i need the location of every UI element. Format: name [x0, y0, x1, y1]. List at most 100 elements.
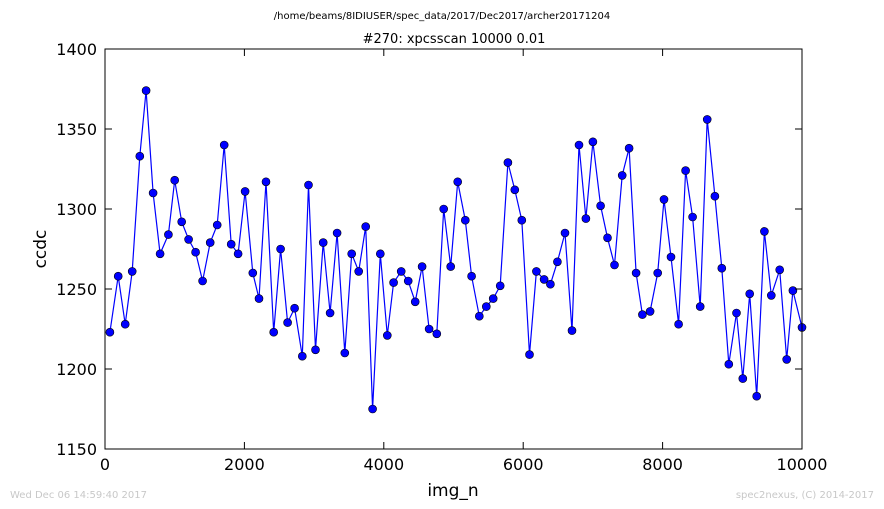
x-tick-label: 10000 [777, 455, 828, 474]
data-point [702, 115, 712, 124]
y-axis-label: ccdc [31, 230, 51, 269]
data-point [488, 294, 498, 303]
data-point [760, 227, 769, 236]
data-point [631, 268, 641, 278]
data-point [610, 260, 619, 270]
figure-suptitle: /home/beams/8IDIUSER/spec_data/2017/Dec2… [274, 11, 610, 22]
data-point [135, 151, 145, 161]
data-point [674, 319, 683, 329]
data-point [155, 249, 165, 259]
data-point [567, 326, 577, 335]
data-point [297, 351, 307, 361]
x-tick-label: 0 [100, 455, 110, 474]
data-point [453, 177, 463, 187]
data-point [666, 252, 676, 262]
data-point [688, 212, 697, 222]
data-point [596, 201, 605, 211]
data-point [105, 327, 115, 337]
data-point [368, 404, 377, 414]
data-point [738, 374, 748, 383]
data-point [261, 177, 271, 187]
y-tick-label: 1250 [56, 280, 97, 299]
data-point [439, 204, 449, 214]
data-point [752, 391, 762, 401]
plot-area [105, 86, 807, 414]
data-point [361, 222, 371, 231]
axis-ticks: 0 2000 4000 6000 8000 10000 1150 1200 1250 1300 13… [56, 40, 827, 474]
data-point [653, 268, 663, 278]
data-point [276, 244, 285, 254]
x-tick-label: 4000 [363, 455, 404, 474]
data-point [375, 249, 385, 259]
data-point [539, 275, 549, 284]
data-point [233, 249, 243, 259]
data-point [732, 308, 741, 318]
data-point [389, 278, 398, 287]
data-point [710, 191, 720, 201]
data-point [775, 265, 785, 275]
data-point [304, 180, 313, 190]
data-point [432, 329, 442, 339]
series-line [109, 90, 803, 410]
data-point [424, 324, 434, 334]
data-point [290, 303, 299, 313]
data-point [532, 267, 541, 276]
data-point [503, 158, 513, 167]
y-tick-label: 1200 [56, 360, 97, 379]
data-point [219, 140, 229, 150]
data-point [645, 307, 655, 316]
y-tick-label: 1350 [56, 120, 97, 139]
data-point [782, 355, 792, 364]
data-point [410, 297, 420, 307]
data-point [177, 217, 186, 227]
data-point [205, 238, 215, 247]
data-point [141, 86, 151, 95]
data-point [510, 185, 520, 195]
data-point [283, 318, 292, 327]
y-tick-label: 1150 [56, 440, 97, 459]
data-point [481, 302, 491, 311]
x-tick-label: 8000 [642, 455, 683, 474]
data-point [318, 238, 328, 247]
data-point [403, 276, 413, 286]
data-point [120, 319, 130, 329]
data-point [254, 294, 264, 303]
x-tick-label: 6000 [503, 455, 544, 474]
data-point [269, 327, 279, 337]
data-point [311, 345, 320, 355]
data-point [560, 228, 570, 238]
data-point [517, 215, 527, 225]
chart-title: #270: xpcsscan 10000 0.01 [363, 32, 546, 47]
data-point [170, 175, 179, 185]
data-point [495, 281, 505, 291]
data-point [745, 289, 755, 299]
data-point [581, 214, 591, 223]
data-point [766, 291, 776, 300]
data-point [724, 359, 734, 369]
data-point [417, 262, 427, 271]
y-tick-label: 1300 [56, 200, 97, 219]
data-point [226, 239, 236, 249]
data-point [474, 311, 484, 321]
data-point [553, 257, 562, 267]
data-point [354, 267, 364, 276]
data-point [127, 267, 137, 276]
data-point [525, 350, 534, 359]
data-point [603, 233, 612, 243]
data-point [212, 220, 222, 230]
data-point [446, 262, 456, 271]
data-point [588, 137, 598, 147]
data-point [467, 271, 476, 281]
data-point [788, 286, 798, 295]
y-tick-label: 1400 [56, 40, 97, 59]
data-point [659, 195, 669, 204]
data-point [332, 228, 342, 238]
data-point [638, 310, 647, 319]
data-point [546, 279, 555, 289]
data-point [717, 263, 727, 273]
x-tick-label: 2000 [224, 455, 265, 474]
data-point [681, 166, 690, 175]
footer-credit: spec2nexus, (C) 2014-2017 [736, 490, 874, 501]
data-point [240, 187, 250, 196]
